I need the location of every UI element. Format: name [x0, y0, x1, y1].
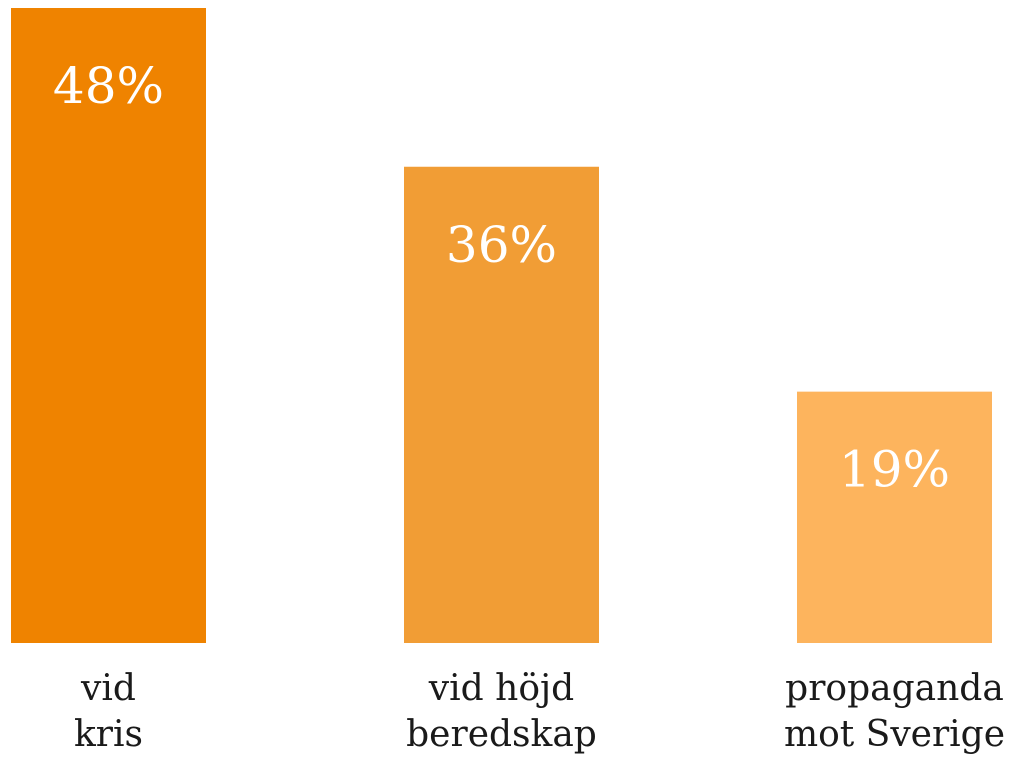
data-label-2: 36%	[446, 216, 557, 274]
category-label-3-line-1: propaganda	[785, 668, 1004, 709]
bar-2	[404, 166, 599, 643]
bar-3	[797, 391, 992, 643]
bar-1	[11, 8, 206, 643]
category-label-1-line-1: vid	[80, 668, 136, 709]
category-label-2-line-2: beredskap	[406, 714, 597, 755]
category-label-2-line-1: vid höjd	[428, 668, 574, 709]
data-label-3: 19%	[839, 441, 950, 499]
category-label-1-line-2: kris	[74, 714, 143, 755]
data-label-1: 48%	[53, 57, 164, 115]
category-label-3-line-2: mot Sverige	[784, 714, 1005, 755]
